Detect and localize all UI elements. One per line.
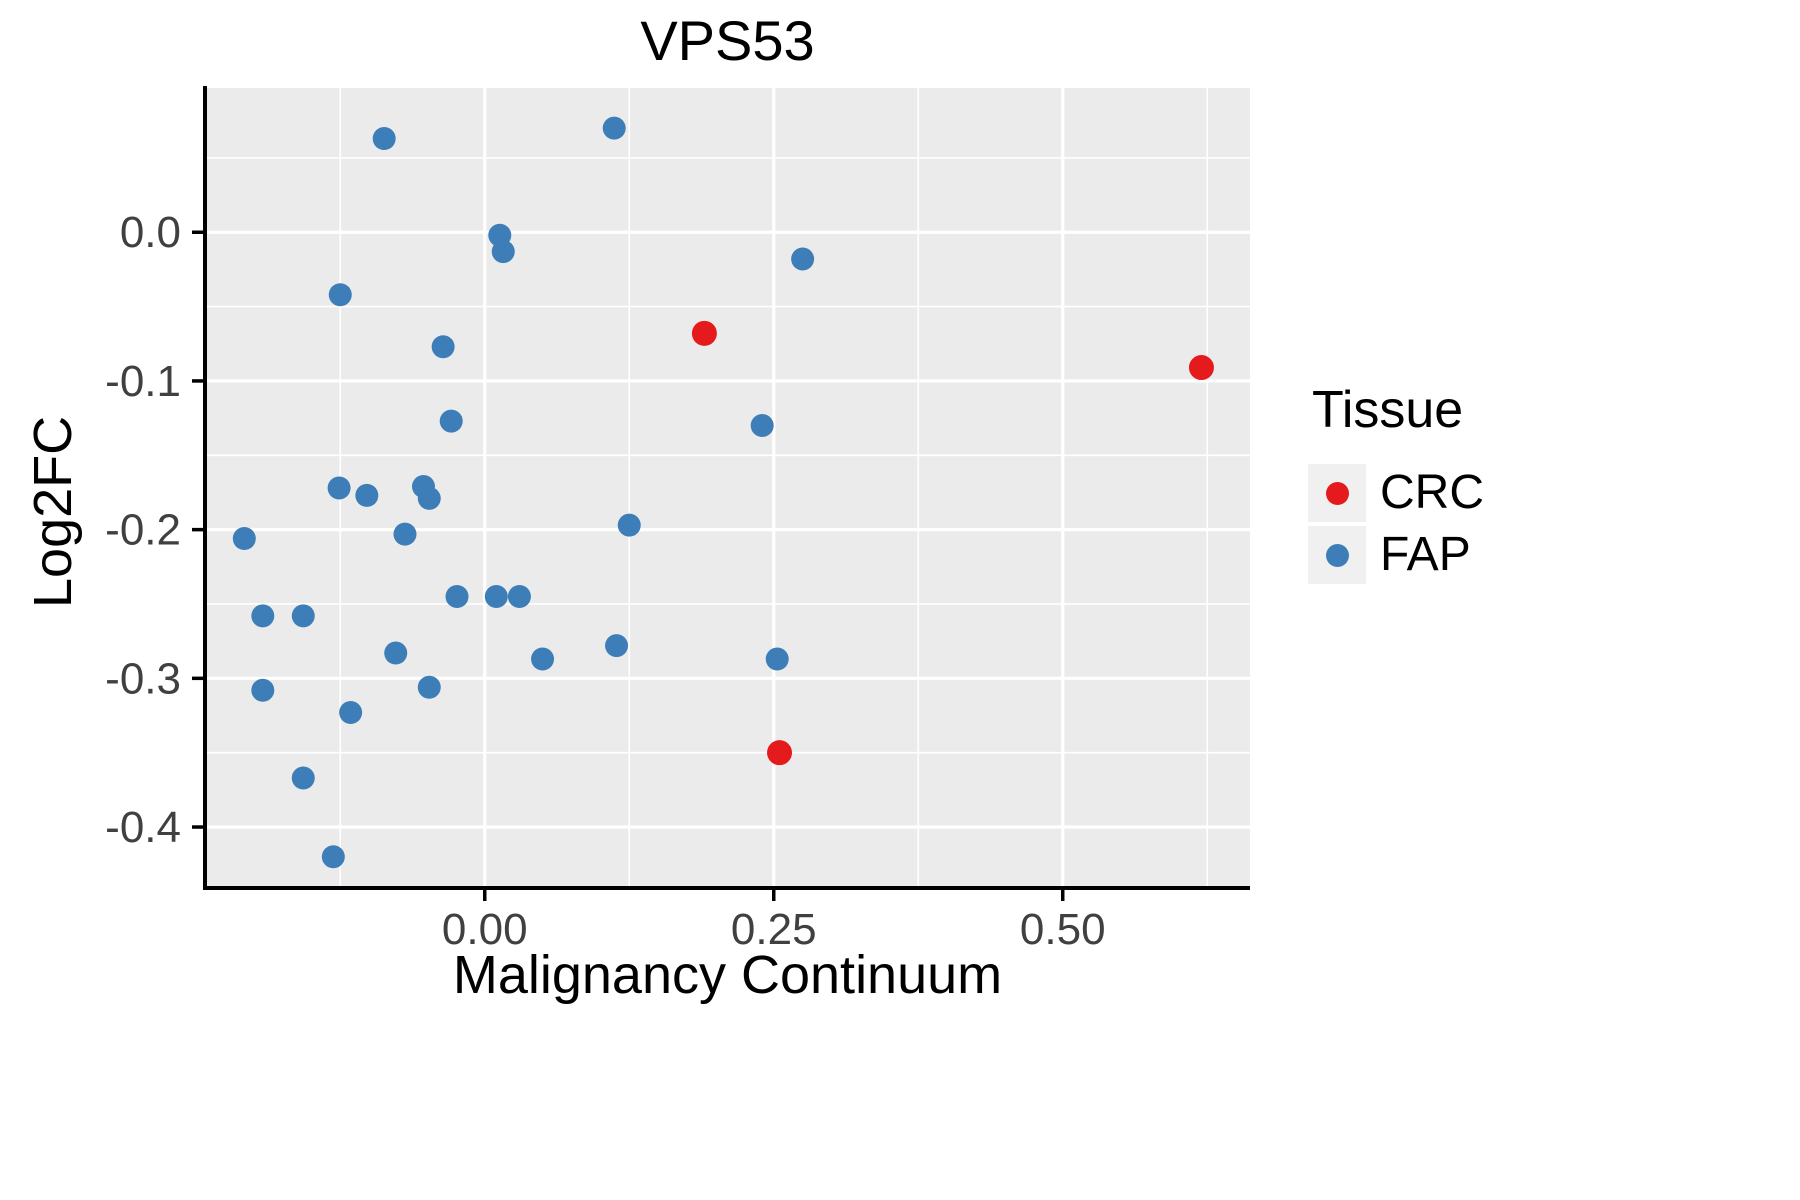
y-tick-label: 0.0 — [120, 208, 181, 257]
legend-title: Tissue — [1312, 381, 1464, 439]
data-point-fap — [372, 127, 396, 151]
data-point-fap — [605, 634, 629, 658]
data-point-fap — [417, 486, 441, 510]
data-point-crc — [1188, 355, 1214, 381]
data-point-crc — [691, 320, 717, 346]
y-tick-label: -0.4 — [105, 803, 181, 852]
y-tick-label: -0.1 — [105, 357, 181, 406]
x-axis-title: Malignancy Continuum — [452, 945, 1003, 1005]
legend-item-crc: CRC — [1308, 464, 1484, 522]
data-point-fap — [384, 641, 408, 665]
legend-label-crc: CRC — [1380, 465, 1484, 519]
data-point-fap — [507, 585, 531, 609]
legend-key-crc — [1308, 464, 1366, 522]
legend-item-fap: FAP — [1308, 526, 1484, 584]
data-point-fap — [251, 604, 275, 628]
data-point-fap — [291, 766, 315, 790]
crc-swatch-icon — [1325, 481, 1349, 505]
data-point-fap — [417, 675, 441, 699]
data-point-crc — [767, 740, 793, 766]
data-point-fap — [439, 409, 463, 433]
data-point-fap — [251, 678, 275, 702]
plot-panel — [205, 88, 1250, 888]
data-point-fap — [750, 414, 774, 438]
x-tick-label: 0.25 — [731, 905, 817, 954]
data-point-fap — [484, 585, 508, 609]
legend-key-fap — [1308, 526, 1366, 584]
data-point-fap — [791, 247, 815, 271]
data-point-fap — [321, 845, 345, 869]
x-tick-label: 0.00 — [442, 905, 528, 954]
data-point-fap — [765, 647, 789, 671]
data-point-fap — [617, 513, 641, 537]
data-point-fap — [602, 116, 626, 140]
data-point-fap — [491, 240, 515, 264]
fap-swatch-icon — [1325, 543, 1349, 567]
data-point-fap — [232, 527, 256, 551]
data-point-fap — [327, 476, 351, 500]
y-tick-label: -0.2 — [105, 506, 181, 555]
legend-label-fap: FAP — [1380, 527, 1471, 581]
data-point-fap — [291, 604, 315, 628]
x-tick-label: 0.50 — [1020, 905, 1106, 954]
y-axis-title: Log2FC — [23, 415, 83, 608]
data-point-fap — [531, 647, 555, 671]
legend: Tissue CRC FAP — [1308, 380, 1484, 588]
data-point-fap — [445, 585, 469, 609]
data-point-fap — [393, 522, 417, 546]
data-point-fap — [431, 335, 455, 359]
y-tick-label: -0.3 — [105, 654, 181, 703]
data-point-fap — [339, 701, 363, 725]
plot-title: VPS53 — [640, 9, 815, 72]
data-point-fap — [328, 283, 352, 307]
data-point-fap — [355, 483, 379, 507]
